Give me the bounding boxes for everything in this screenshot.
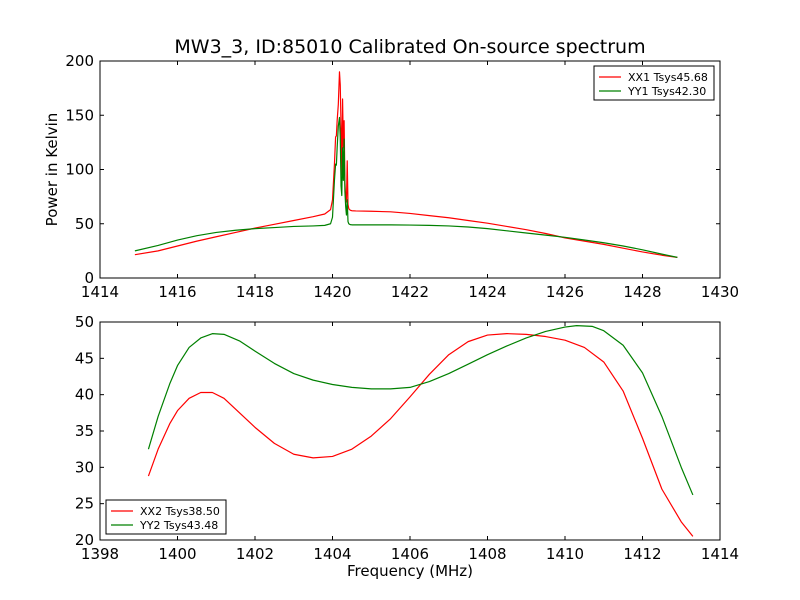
x-tick-label: 1414: [701, 545, 739, 563]
x-tick-label: 1412: [623, 545, 661, 563]
x-tick-label: 1422: [391, 283, 429, 301]
legend-label: XX1 Tsys45.68: [628, 71, 708, 84]
legend-box: [105, 499, 227, 535]
x-tick-label: 1410: [546, 545, 584, 563]
x-tick-label: 1414: [81, 283, 119, 301]
y-tick-label: 25: [75, 495, 94, 513]
x-tick-label: 1430: [701, 283, 739, 301]
series-line-green: [147, 325, 694, 496]
y-tick-label: 50: [75, 215, 94, 233]
x-tick-label: 1416: [158, 283, 196, 301]
y-tick-label: 40: [75, 386, 94, 404]
x-tick-label: 1420: [313, 283, 351, 301]
y-tick-label: 35: [75, 422, 94, 440]
x-axis-label: Frequency (MHz): [347, 562, 473, 580]
y-tick-label: 150: [65, 106, 94, 124]
x-tick-label: 1398: [81, 545, 119, 563]
legend-label: YY2 Tsys43.48: [139, 519, 218, 532]
y-tick-label: 200: [65, 52, 94, 70]
x-tick-label: 1406: [391, 545, 429, 563]
top-chart: 1414 1416 1418 1420 1422 1424 1426 1428 1430 0 50 1…: [43, 36, 739, 301]
legend-box: [593, 65, 715, 101]
y-tick-label: 100: [65, 161, 94, 179]
x-tick-label: 1424: [468, 283, 506, 301]
y-axis-label: Power in Kelvin: [43, 113, 61, 227]
x-tick-label: 1428: [623, 283, 661, 301]
x-tick-label: 1404: [313, 545, 351, 563]
y-tick-label: 45: [75, 349, 94, 367]
y-tick-label: 0: [84, 269, 94, 287]
x-tick-label: 1402: [236, 545, 274, 563]
legend-label: YY1 Tsys42.30: [627, 85, 706, 98]
y-tick-label: 30: [75, 458, 94, 476]
x-tick-label: 1400: [158, 545, 196, 563]
y-tick-label: 20: [75, 531, 94, 549]
chart-title: MW3_3, ID:85010 Calibrated On-source spe…: [174, 36, 645, 58]
x-tick-label: 1418: [236, 283, 274, 301]
x-tick-label: 1426: [546, 283, 584, 301]
legend-label: XX2 Tsys38.50: [140, 505, 220, 518]
bottom-chart: 1398 1400 1402 1404 1406 1408 1410 1412 1414 20 25…: [75, 313, 739, 580]
series-line-red: [147, 333, 694, 537]
series-line-green: [134, 116, 678, 258]
x-tick-label: 1408: [468, 545, 506, 563]
y-tick-label: 50: [75, 313, 94, 331]
